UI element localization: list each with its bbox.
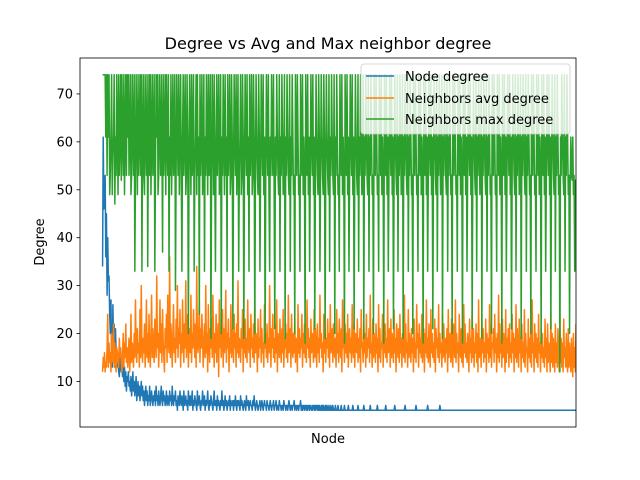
y-tick-label: 60 (56, 135, 73, 150)
legend-label-neighbors-max-degree: Neighbors max degree (405, 113, 553, 128)
y-tick-label: 50 (56, 183, 73, 198)
y-tick-label: 30 (56, 279, 73, 294)
y-axis-ticks: 10 20 30 40 50 60 70 (56, 87, 80, 390)
chart-title: Degree vs Avg and Max neighbor degree (165, 34, 492, 53)
axes-frame (79, 57, 577, 428)
series-line-neighbors-max-degree (102, 74, 576, 373)
y-tick-label: 70 (56, 87, 73, 102)
legend-box (360, 63, 571, 135)
legend: Node degree Neighbors avg degree Neighbo… (360, 63, 571, 135)
plot-area: 10 20 30 40 50 60 70 (56, 57, 577, 428)
y-tick-label: 10 (56, 375, 73, 390)
series-line-node-degree (101, 136, 576, 411)
y-axis-label: Degree (33, 218, 48, 265)
y-tick-label: 20 (56, 327, 73, 342)
legend-label-neighbors-avg-degree: Neighbors avg degree (405, 92, 549, 107)
legend-label-node-degree: Node degree (405, 70, 489, 85)
y-tick-label: 40 (56, 231, 73, 246)
series-layer (101, 74, 576, 411)
x-axis-label: Node (311, 432, 345, 447)
